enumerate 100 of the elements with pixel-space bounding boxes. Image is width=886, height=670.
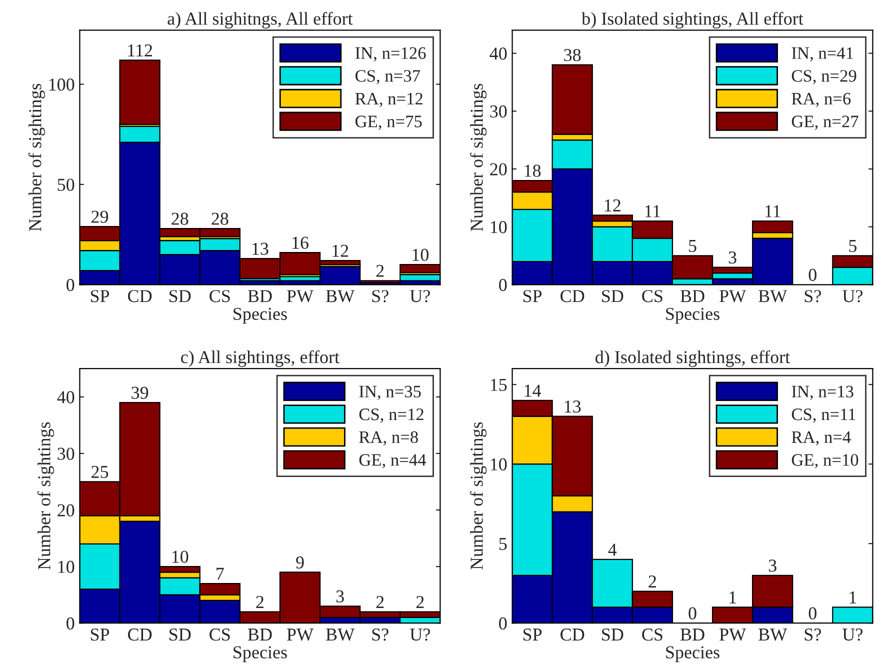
y-tick-label: 30 xyxy=(58,448,74,460)
total-label: 11 xyxy=(765,205,780,218)
x-tick-label: BW xyxy=(326,628,355,641)
x-tick-label: SD xyxy=(170,628,191,641)
total-label: 1 xyxy=(730,591,736,604)
total-label: 1 xyxy=(850,591,856,604)
total-label: 2 xyxy=(256,596,264,608)
x-tick-label: S? xyxy=(372,628,388,641)
legend-label: GE, n=10 xyxy=(792,454,858,468)
x-tick-label: S? xyxy=(804,628,821,641)
total-label: 25 xyxy=(92,466,108,478)
y-tick-label: 50 xyxy=(58,178,74,191)
legend-label: CS, n=37 xyxy=(355,70,420,84)
chart-title: a) All sighitngs, All effort xyxy=(168,12,353,28)
legend-label: RA, n=4 xyxy=(792,431,851,446)
total-label: 5 xyxy=(689,240,696,252)
total-label: 12 xyxy=(332,244,348,257)
total-label: 14 xyxy=(524,384,542,397)
chart-title: c) All sightings, effort xyxy=(181,350,340,367)
y-tick-label: 20 xyxy=(490,163,507,176)
total-label: 3 xyxy=(768,560,776,572)
x-tick-label: CS xyxy=(642,290,662,302)
x-tick-label: S? xyxy=(372,290,388,302)
x-tick-label: SP xyxy=(523,628,542,641)
total-label: 2 xyxy=(416,596,424,608)
total-label: 5 xyxy=(849,240,856,252)
x-tick-label: SD xyxy=(602,628,624,641)
y-axis-title: Number of sightings xyxy=(28,84,46,232)
x-tick-label: CD xyxy=(560,628,584,641)
x-axis-title: Species xyxy=(234,646,287,662)
y-tick-label: 10 xyxy=(490,221,507,234)
x-tick-label: BD xyxy=(680,628,704,641)
legend-label: IN, n=35 xyxy=(359,386,421,400)
y-tick-label: 0 xyxy=(66,617,74,630)
y-tick-label: 100 xyxy=(49,78,74,91)
x-tick-label: BD xyxy=(248,628,272,641)
x-tick-label: S? xyxy=(804,290,821,302)
legend-label: CS, n=29 xyxy=(792,70,856,84)
x-tick-label: U? xyxy=(842,628,862,641)
legend-label: GE, n=27 xyxy=(792,116,858,130)
x-tick-label: CS xyxy=(210,290,230,302)
legend-label: GE, n=75 xyxy=(355,116,422,130)
x-tick-label: CS xyxy=(210,628,230,641)
y-tick-label: 5 xyxy=(499,538,507,550)
legend-label: CS, n=12 xyxy=(359,408,424,423)
y-axis-title: Number of sightings xyxy=(470,422,487,570)
x-tick-label: PW xyxy=(720,628,746,641)
x-tick-label: SD xyxy=(170,290,191,302)
total-label: 13 xyxy=(252,242,268,255)
x-tick-label: BW xyxy=(758,628,788,641)
x-tick-label: BD xyxy=(248,290,272,302)
x-tick-label: SD xyxy=(602,290,624,302)
x-axis-title: Species xyxy=(234,308,287,324)
legend-label: RA, n=8 xyxy=(359,431,418,446)
y-tick-label: 0 xyxy=(499,617,507,630)
y-axis-title: Number of sightings xyxy=(470,84,487,232)
total-label: 2 xyxy=(376,264,384,277)
x-tick-label: BW xyxy=(326,290,355,302)
legend-label: RA, n=6 xyxy=(792,92,851,108)
total-label: 2 xyxy=(376,596,384,608)
total-label: 9 xyxy=(296,556,304,569)
x-tick-label: PW xyxy=(286,290,314,302)
total-label: 10 xyxy=(172,550,188,563)
x-tick-label: PW xyxy=(286,628,314,641)
total-label: 16 xyxy=(292,236,308,249)
total-label: 39 xyxy=(132,386,148,399)
x-tick-label: SP xyxy=(523,290,542,302)
y-tick-label: 0 xyxy=(499,278,507,292)
x-tick-label: BW xyxy=(758,290,788,302)
y-tick-label: 10 xyxy=(490,458,507,470)
total-label: 2 xyxy=(648,575,656,588)
total-label: 12 xyxy=(604,199,620,212)
y-tick-label: 20 xyxy=(58,504,74,516)
total-label: 7 xyxy=(216,568,224,580)
y-tick-label: 40 xyxy=(490,48,507,60)
legend-label: RA, n=12 xyxy=(355,92,422,108)
x-tick-label: PW xyxy=(720,290,746,302)
total-label: 0 xyxy=(808,268,816,281)
x-tick-label: SP xyxy=(90,628,110,641)
x-tick-label: CD xyxy=(128,290,152,302)
x-tick-label: CD xyxy=(128,628,152,641)
legend-label: GE, n=44 xyxy=(359,454,426,468)
total-label: 28 xyxy=(172,212,188,225)
legend-label: CS, n=11 xyxy=(792,408,856,423)
legend-label: IN, n=13 xyxy=(792,386,854,400)
x-tick-label: U? xyxy=(842,290,862,302)
y-axis-title: Number of sightings xyxy=(37,422,54,570)
total-label: 13 xyxy=(564,400,581,413)
x-tick-label: CS xyxy=(642,628,662,641)
total-label: 28 xyxy=(212,212,228,225)
chart-title: d) Isolated sightings, effort xyxy=(596,350,790,367)
x-tick-label: BD xyxy=(680,290,704,302)
chart-title: b) Isolated sightings, All effort xyxy=(582,12,804,28)
y-tick-label: 0 xyxy=(66,278,74,292)
total-label: 112 xyxy=(128,44,152,56)
y-tick-label: 15 xyxy=(490,378,507,391)
total-label: 4 xyxy=(608,544,617,556)
total-label: 18 xyxy=(524,164,541,177)
x-tick-label: U? xyxy=(410,628,430,641)
y-tick-label: 10 xyxy=(58,560,74,573)
